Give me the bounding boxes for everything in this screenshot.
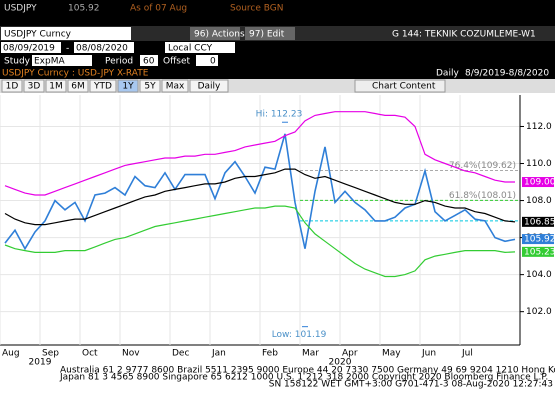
x-tick-label: May: [382, 349, 401, 359]
range-btn[interactable]: [23, 79, 45, 93]
level-label: 76.4%(109.62): [449, 161, 516, 171]
range-btn[interactable]: [89, 79, 117, 93]
period-box[interactable]: [140, 55, 158, 66]
x-tick-label: Sep: [42, 349, 59, 359]
ticker: USDJPY: [4, 4, 37, 14]
footer-line: Japan 81 3 4565 8900 Singapore 65 6212 1…: [59, 373, 548, 383]
series-line: [4, 168, 516, 226]
start-box[interactable]: [1, 42, 61, 53]
range-btn[interactable]: [1, 79, 23, 93]
y-tick-label: 102.0: [526, 307, 552, 317]
price-tag: [522, 246, 554, 257]
price-tag: [522, 216, 554, 227]
range-btn[interactable]: [67, 79, 89, 93]
range-label: Max: [166, 82, 185, 92]
series-line: [4, 133, 516, 251]
range-btn[interactable]: [161, 79, 189, 93]
study-label: Study: [4, 57, 31, 67]
asof: As of 07 Aug: [130, 4, 187, 14]
series-line: [4, 111, 515, 196]
footer-line: SN 158122 WET GMT+3:00 G701-471-3 08-Aug…: [269, 380, 553, 390]
range-btn[interactable]: [139, 79, 161, 93]
chart-bg: [0, 93, 555, 400]
start: 08/09/2019: [3, 44, 55, 54]
freq: Daily: [436, 69, 459, 79]
study: ExpMA: [34, 57, 65, 67]
series-line: [4, 205, 516, 278]
x-tick-label: Jan: [211, 349, 226, 359]
x-tick-label: Aug: [2, 349, 20, 359]
y-tick-label: 110.0: [526, 159, 552, 169]
actions-btn[interactable]: [190, 27, 240, 40]
range-btn[interactable]: [189, 79, 229, 93]
ccy: Local CCY: [168, 44, 213, 54]
range-label: 3D: [28, 82, 41, 92]
source: Source BGN: [230, 4, 284, 14]
year-label: 2020: [329, 358, 352, 368]
study-box[interactable]: [32, 55, 92, 66]
range-label: 1Y: [122, 82, 134, 92]
actions: 96) Actions: [194, 30, 245, 40]
offset-box[interactable]: [196, 55, 218, 66]
price-tag: [522, 177, 554, 188]
last: 105.92: [68, 4, 100, 14]
range-label: 1D: [6, 82, 19, 92]
x-tick-label: Nov: [122, 349, 140, 359]
y-tick-label: 112.0: [526, 122, 552, 132]
range-label: YTD: [93, 82, 112, 92]
price-tag-label: 105.92: [524, 235, 555, 245]
low-label: Low: 101.19: [272, 330, 327, 340]
x-tick-label: Apr: [342, 349, 358, 359]
security-box[interactable]: [1, 27, 131, 40]
range: 8/9/2019-8/8/2020: [465, 69, 549, 79]
end-box[interactable]: [74, 42, 134, 53]
desc: USDJPY Curncy : USD-JPY X-RATE: [2, 69, 149, 79]
x-tick-label: Jul: [461, 349, 473, 359]
y-tick-label: 108.0: [526, 196, 552, 206]
edit: 97) Edit: [249, 30, 285, 40]
price-tag-label: 109.00: [524, 178, 555, 188]
end: 08/08/2020: [76, 44, 128, 54]
footer-line: Australia 61 2 9777 8600 Brazil 5511 239…: [60, 366, 555, 376]
x-tick-label: Oct: [82, 349, 98, 359]
edit-btn[interactable]: [245, 27, 295, 40]
period: 60: [143, 57, 155, 67]
range-btn[interactable]: [117, 79, 139, 93]
x-tick-label: Jun: [421, 349, 436, 359]
offset-label: Offset: [163, 57, 191, 67]
offset: 0: [210, 57, 216, 67]
ccy-box[interactable]: [165, 42, 235, 53]
period-label: Period: [105, 57, 133, 67]
range-label: 1M: [49, 82, 63, 92]
range-btn[interactable]: [45, 79, 67, 93]
x-tick-label: Dec: [172, 349, 189, 359]
x-tick-label: Mar: [302, 349, 319, 359]
price-tag-label: 105.23: [524, 247, 555, 257]
x-tick-label: Feb: [262, 349, 278, 359]
chart-content-btn[interactable]: [354, 79, 446, 93]
high-label: Hi: 112.23: [256, 110, 303, 120]
price-tag-label: 106.85: [524, 217, 555, 227]
range-label: 5Y: [144, 82, 156, 92]
level-label: 61.8%(108.01): [449, 191, 516, 201]
chart-content: Chart Content: [372, 82, 436, 92]
page-title: G 144: TEKNIK COZUMLEME-W1: [392, 30, 536, 40]
y-tick-label: 104.0: [526, 270, 552, 280]
price-tag: [522, 234, 554, 245]
year-label: 2019: [29, 358, 52, 368]
dash: -: [66, 44, 69, 54]
security: USDJPY Curncy: [4, 30, 72, 40]
range-label: Daily: [198, 82, 221, 92]
range-label: 6M: [71, 82, 85, 92]
